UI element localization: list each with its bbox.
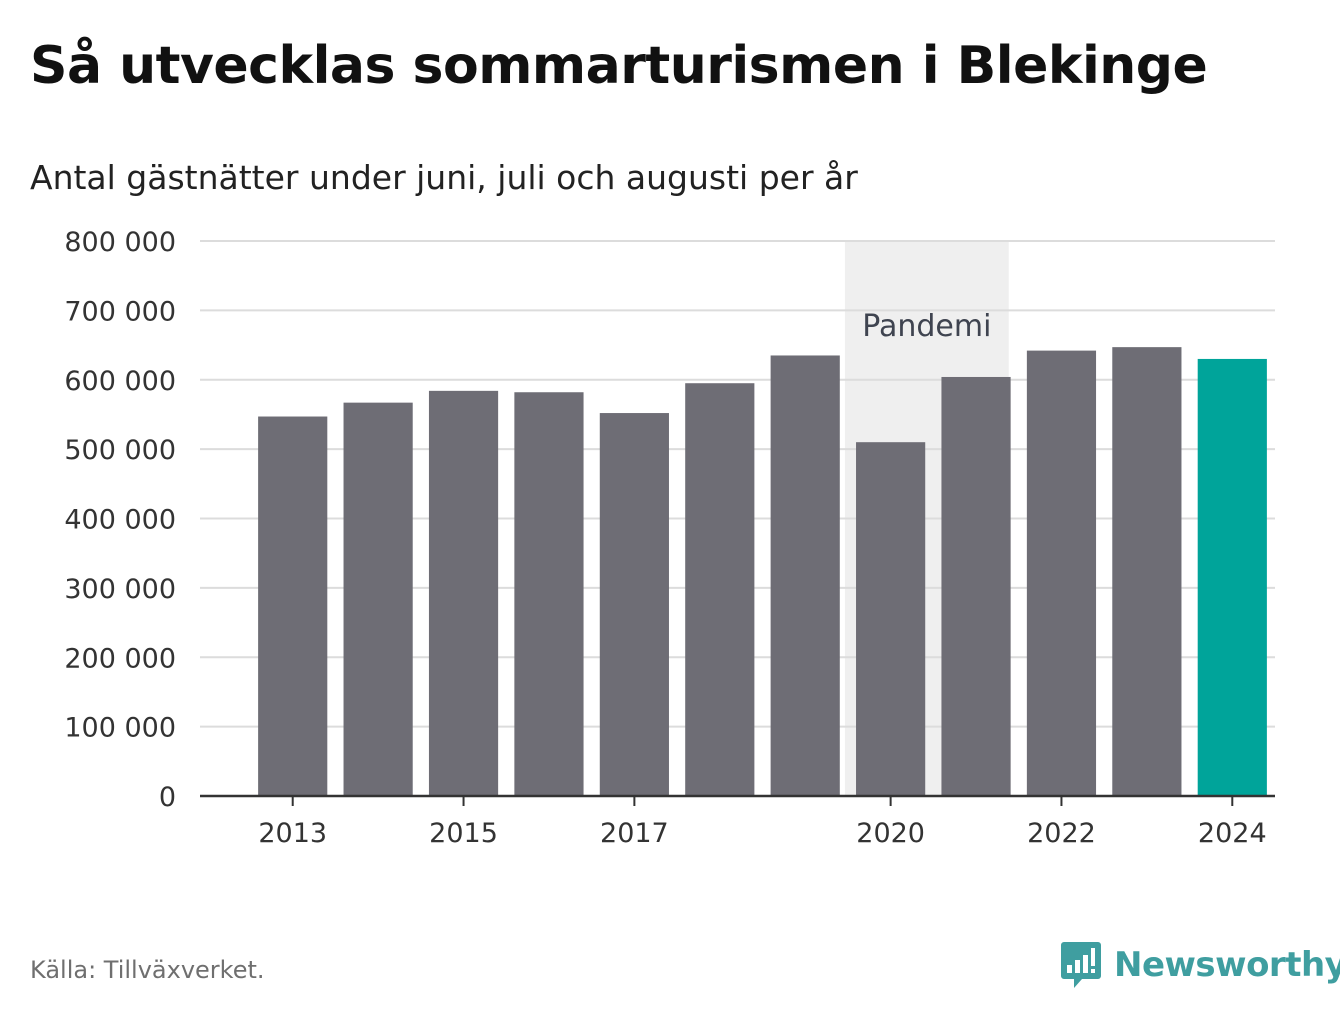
brand-logo: Newsworthy [1060, 940, 1340, 990]
newsworthy-logo-icon [1061, 942, 1101, 988]
y-tick-label: 300 000 [64, 574, 176, 605]
y-tick-label: 200 000 [64, 643, 176, 674]
y-tick-label: 700 000 [64, 296, 176, 327]
bar-2020 [856, 442, 926, 796]
bar-2022 [1026, 350, 1097, 796]
bar-2015 [428, 390, 499, 796]
x-tick-label: 2020 [856, 818, 925, 849]
chart-subtitle: Antal gästnätter under juni, juli och au… [30, 158, 858, 197]
bar-2021 [941, 376, 1011, 796]
bar-2017 [599, 413, 669, 796]
y-tick-label: 400 000 [64, 505, 176, 536]
y-tick-label: 100 000 [64, 713, 176, 744]
bar-2013 [258, 416, 328, 796]
bar-2018 [685, 383, 755, 796]
x-tick-label: 2024 [1198, 818, 1267, 849]
bar-2016 [514, 392, 584, 796]
chart-title: Så utvecklas sommarturismen i Blekinge [30, 36, 1208, 96]
bar-2023 [1112, 347, 1182, 796]
y-tick-label: 0 [159, 782, 176, 813]
pandemic-label: Pandemi [862, 309, 991, 344]
y-tick-label: 800 000 [64, 227, 176, 258]
brand-name: Newsworthy [1114, 945, 1340, 985]
y-tick-label: 600 000 [64, 366, 176, 397]
bar-chart: 0 100 000 200 000 300 000 400 000 500 000 600 … [64, 227, 1275, 849]
bar-2014 [343, 402, 413, 796]
x-tick-label: 2017 [600, 818, 669, 849]
bar-2019 [770, 355, 840, 796]
x-tick-label: 2013 [258, 818, 327, 849]
x-tick-label: 2022 [1027, 818, 1096, 849]
bar-2024 [1197, 358, 1267, 796]
y-tick-label: 500 000 [64, 435, 176, 466]
source-note: Källa: Tillväxverket. [30, 956, 265, 984]
x-tick-label: 2015 [429, 818, 498, 849]
